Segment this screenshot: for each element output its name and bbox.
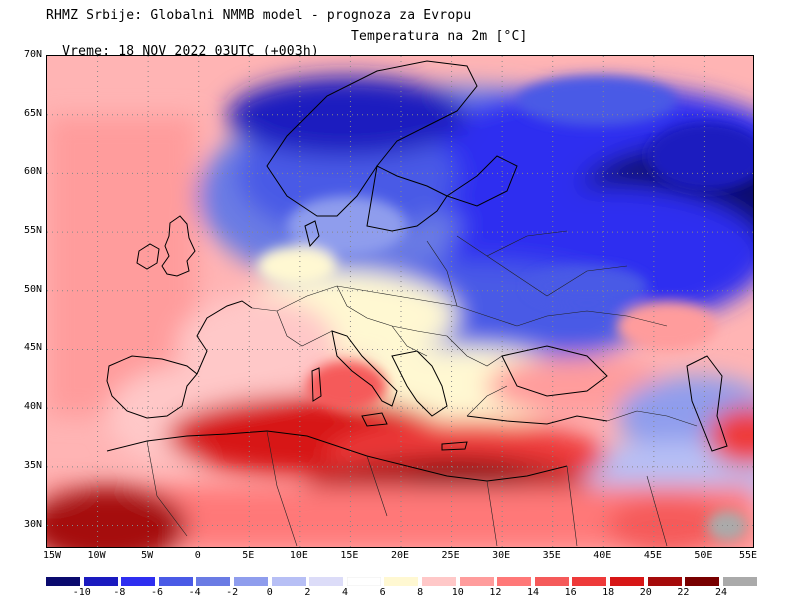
longitude-label: 40E <box>593 550 612 561</box>
colorbar-tick-label: 16 <box>564 587 577 598</box>
longitude-label: 30E <box>492 550 511 561</box>
colorbar-tick-label: -10 <box>72 587 91 598</box>
colorbar-tick-label: 6 <box>379 587 386 598</box>
map-canvas <box>47 56 753 547</box>
colorbar-swatch <box>421 577 456 586</box>
colorbar-tick-label: 10 <box>451 587 464 598</box>
latitude-label: 50N <box>23 283 42 295</box>
colorbar-swatch <box>233 577 268 586</box>
colorbar-tick-label: -2 <box>226 587 239 598</box>
latitude-label: 65N <box>23 107 42 119</box>
colorbar-tick-label: -4 <box>188 587 201 598</box>
colorbar-tick-label: 14 <box>526 587 540 598</box>
colorbar-swatch <box>309 577 344 586</box>
latitude-label: 55N <box>23 225 42 237</box>
colorbar-tick-label: 12 <box>489 587 502 598</box>
colorbar-swatch <box>121 577 156 586</box>
colorbar-swatch <box>271 577 306 586</box>
latitude-label: 70N <box>23 49 42 60</box>
map-title: RHMZ Srbije: Globalni NMMB model - progn… <box>46 8 472 23</box>
longitude-label: 10W <box>87 550 106 561</box>
latitude-label: 45N <box>23 342 42 354</box>
longitude-label: 45E <box>643 550 662 561</box>
colorbar-swatch <box>196 577 231 586</box>
colorbar-swatch <box>384 577 419 586</box>
colorbar-tick-label: -6 <box>150 587 164 598</box>
parameter-label: Temperatura na 2m [°C] <box>351 29 528 44</box>
latitude-label: 60N <box>23 166 42 178</box>
longitude-label: 50E <box>694 550 713 561</box>
temperature-colorbar <box>46 577 760 586</box>
graticule <box>47 56 753 547</box>
colorbar-swatch <box>83 577 118 586</box>
colorbar-swatch <box>685 577 720 586</box>
colorbar-tick-label: 0 <box>266 587 273 598</box>
colorbar-swatch <box>722 577 757 586</box>
colorbar-swatch <box>158 577 193 586</box>
latitude-label: 35N <box>23 459 42 471</box>
longitude-label: 20E <box>390 550 410 561</box>
colorbar-swatch <box>46 577 80 586</box>
longitude-label: 15E <box>340 550 359 561</box>
colorbar-tick-label: 24 <box>714 587 728 598</box>
longitude-label: 5W <box>141 550 154 561</box>
country-borders <box>146 230 698 547</box>
longitude-label: 25E <box>441 550 460 561</box>
colorbar-swatch <box>572 577 607 586</box>
colorbar-swatch <box>459 577 494 586</box>
latitude-label: 40N <box>23 401 42 413</box>
colorbar-swatch <box>534 577 569 586</box>
colorbar-tick-label: 2 <box>304 587 311 598</box>
longitude-label: 15W <box>42 550 62 561</box>
longitude-label: 0 <box>194 550 201 561</box>
longitude-label: 55E <box>738 550 758 561</box>
colorbar-tick-label: 22 <box>677 587 690 598</box>
longitude-label: 35E <box>542 550 561 561</box>
temperature-field <box>47 76 753 547</box>
colorbar-tick-label: 20 <box>639 587 652 598</box>
latitude-label: 30N <box>23 518 42 530</box>
colorbar-tick-label: 18 <box>602 587 615 598</box>
longitude-label: 5E <box>242 550 255 561</box>
temperature-map <box>46 55 754 548</box>
temperature-detail <box>257 76 753 541</box>
colorbar-swatch <box>346 577 381 586</box>
colorbar-tick-label: -8 <box>113 587 126 598</box>
colorbar-swatch <box>609 577 644 586</box>
colorbar-swatch <box>497 577 532 586</box>
colorbar-swatch <box>647 577 682 586</box>
longitude-label: 10E <box>289 550 308 561</box>
colorbar-tick-label: 8 <box>417 587 424 598</box>
colorbar-tick-label: 4 <box>341 587 349 598</box>
